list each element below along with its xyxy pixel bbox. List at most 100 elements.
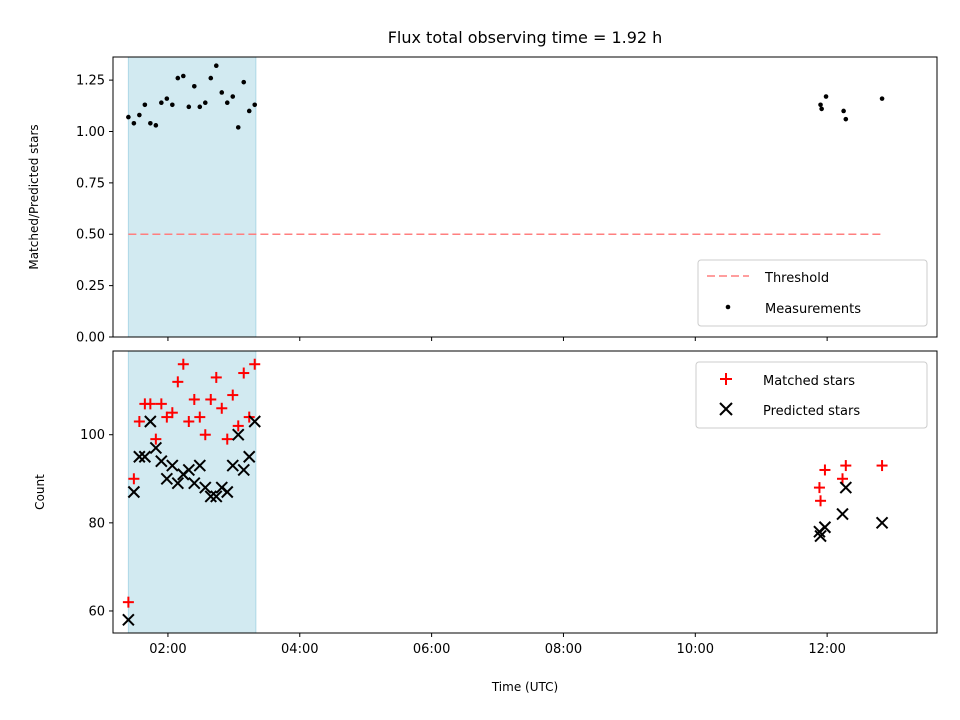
measurement-point — [208, 75, 214, 81]
predicted-star-point — [127, 485, 141, 499]
measurement-point — [142, 102, 148, 108]
predicted-star-point — [171, 476, 185, 490]
measurement-point — [219, 90, 225, 95]
matched-star-point — [172, 376, 184, 388]
measurement-point — [819, 106, 824, 112]
matched-star-point — [128, 473, 140, 485]
top-axes-frame — [112, 56, 938, 338]
predicted-star-point — [138, 450, 152, 463]
matched-star-point — [199, 429, 211, 441]
bottom-y-tick-label: 60 — [88, 604, 105, 619]
predicted-star-point — [221, 485, 234, 499]
predicted-star-point — [232, 428, 245, 441]
x-tick-label: 04:00 — [281, 642, 318, 657]
matched-star-point — [221, 433, 233, 445]
matched-star-point — [837, 473, 849, 485]
top-y-tick-label: 0.25 — [76, 279, 105, 294]
measurement-point — [246, 108, 252, 114]
matched-star-point — [166, 407, 178, 419]
predicted-star-point — [204, 490, 217, 503]
top-panel: 0.00 0.25 0.50 0.75 1.00 1.25 Matched/Predict… — [27, 56, 938, 346]
measurement-point — [202, 100, 208, 106]
bottom-y-tick-label: 80 — [88, 516, 105, 531]
top-y-tick-label: 1.00 — [76, 125, 105, 140]
matched-star-point — [249, 358, 261, 370]
measurement-point — [879, 96, 885, 101]
matched-star-point — [876, 460, 888, 472]
bottom-y-tick-label: 100 — [80, 428, 105, 443]
legend-measurements-swatch — [725, 304, 731, 310]
top-legend-box — [697, 259, 928, 327]
measurement-point — [186, 104, 192, 110]
predicted-star-point — [818, 521, 832, 534]
predicted-star-point — [182, 463, 196, 477]
bottom-shaded-span — [127, 350, 257, 634]
measurement-point — [170, 102, 175, 108]
measurement-point — [164, 96, 170, 101]
matched-star-point — [155, 398, 167, 410]
x-axis-label: Time (UTC) — [491, 680, 558, 694]
matched-star-point — [122, 596, 134, 608]
predicted-star-point — [210, 490, 223, 503]
top-shaded-span — [127, 56, 257, 338]
predicted-star-point — [226, 459, 239, 472]
predicted-star-point — [144, 415, 157, 428]
measurement-point — [213, 63, 219, 69]
top-y-axis-label: Matched/Predicted stars — [27, 124, 41, 269]
matched-star-point — [227, 389, 239, 401]
bottom-legend-box — [695, 361, 928, 429]
measurement-point — [175, 75, 181, 81]
measurement-point — [843, 116, 849, 122]
measurement-point — [159, 100, 164, 106]
measurement-point — [148, 120, 153, 126]
measurement-point — [137, 112, 142, 118]
matched-star-point — [183, 416, 195, 427]
bottom-panel: 60 80 100 02:00 04:00 06:00 08:00 10:00 12:00 Co… — [33, 350, 938, 694]
top-y-tick-label: 0.50 — [76, 228, 105, 243]
measurement-point — [197, 104, 203, 110]
predicted-star-point — [133, 450, 146, 463]
predicted-star-point — [814, 529, 827, 543]
predicted-star-point — [188, 476, 201, 490]
predicted-star-point — [149, 441, 163, 455]
measurement-point — [131, 120, 137, 126]
measurement-point — [818, 102, 823, 108]
top-legend: Threshold Measurements — [697, 259, 928, 327]
matched-star-point — [840, 460, 852, 472]
measurement-point — [126, 114, 131, 120]
predicted-star-point — [160, 472, 174, 485]
legend-measurements-label: Measurements — [765, 302, 861, 317]
measurement-point — [181, 73, 186, 79]
predicted-star-point — [166, 459, 179, 472]
chart-title: Flux total observing time = 1.92 h — [388, 28, 663, 47]
measurement-point — [252, 102, 258, 108]
predicted-star-point — [155, 454, 168, 468]
legend-predicted-label: Predicted stars — [763, 404, 860, 419]
measurement-point — [153, 123, 159, 128]
measurement-point — [192, 83, 197, 89]
matched-star-point — [238, 367, 250, 379]
measurement-point — [823, 94, 829, 99]
measurement-point — [235, 125, 241, 130]
bottom-axes-frame — [112, 350, 938, 634]
matched-star-point — [815, 495, 827, 507]
matched-star-point — [177, 358, 189, 370]
measurement-point — [841, 108, 846, 114]
predicted-star-point — [193, 459, 207, 472]
legend-predicted-swatch — [719, 402, 733, 416]
bottom-legend: Matched stars Predicted stars — [695, 361, 928, 429]
matched-star-point — [150, 433, 162, 445]
bottom-y-axis-label: Count — [33, 474, 47, 510]
top-y-tick-label: 0.00 — [76, 331, 105, 346]
x-tick-label: 10:00 — [677, 642, 714, 657]
matched-star-point — [819, 464, 831, 476]
matched-star-point — [813, 482, 825, 494]
predicted-star-point — [199, 481, 212, 494]
matched-star-point — [232, 420, 244, 432]
predicted-star-point — [839, 481, 853, 494]
matched-star-point — [188, 393, 200, 405]
legend-matched-label: Matched stars — [763, 374, 855, 389]
measurement-point — [241, 79, 247, 85]
matched-star-point — [210, 371, 222, 383]
legend-threshold-label: Threshold — [764, 271, 829, 286]
